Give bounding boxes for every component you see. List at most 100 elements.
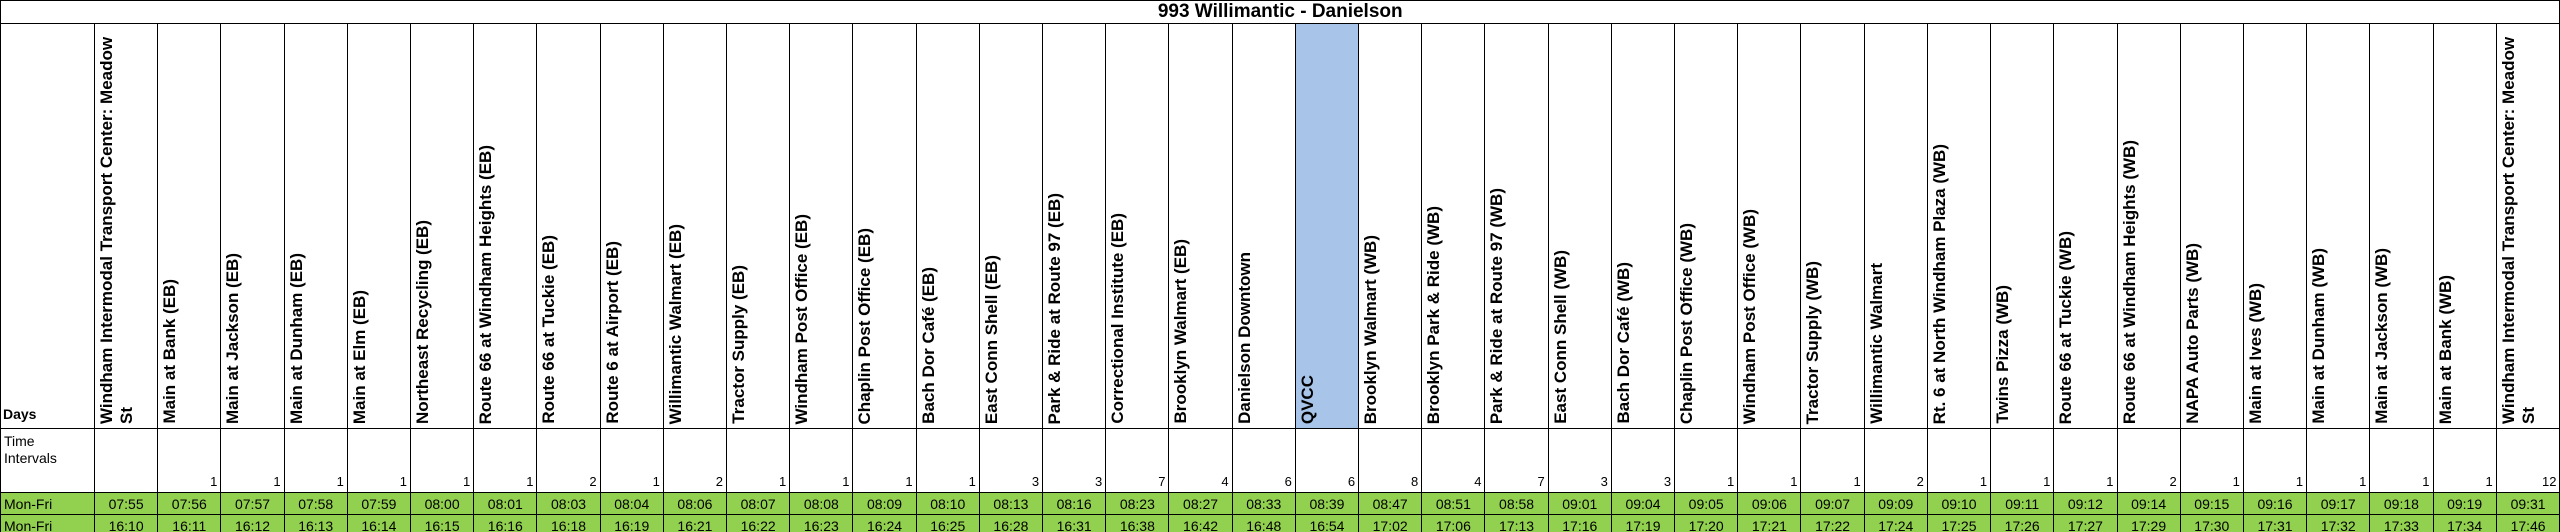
header-cell: Brooklyn Walmart (WB): [1358, 23, 1423, 429]
header-cell: Willimantic Walmart (EB): [662, 23, 728, 429]
header-text: Chaplin Post Office (EB): [855, 227, 875, 424]
header-cell: Main at Jackson (EB): [220, 23, 285, 429]
interval-cell: 1: [1926, 428, 1992, 493]
time-cell: 09:09: [1863, 492, 1928, 515]
time-cell: 16:11: [157, 514, 222, 532]
header-cell: East Conn Shell (EB): [978, 23, 1044, 429]
header-text: Main at Jackson (WB): [2372, 248, 2392, 424]
time-cell: 16:19: [599, 514, 664, 532]
header-cell: Chaplin Post Office (WB): [1674, 23, 1739, 429]
header-cell: Windham Post Office (EB): [789, 23, 854, 429]
time-cell: 09:05: [1674, 492, 1739, 515]
time-cell: 16:14: [346, 514, 412, 532]
time-row: Mon-Fri 16:10 16:11 16:12 16:13 16:14 16:15 16:…: [0, 514, 2560, 532]
time-cell: 08:23: [1105, 492, 1170, 515]
header-text: Rt. 6 at North Windham Plaza (WB): [1929, 143, 1949, 424]
interval-cell: 1: [2242, 428, 2308, 493]
header-text: Brooklyn Park & Ride (WB): [1424, 205, 1444, 424]
header-cell: Main at Ives (WB): [2242, 23, 2308, 429]
time-cell: 08:47: [1358, 492, 1423, 515]
header-text: Main at Jackson (EB): [223, 253, 243, 424]
interval-cell: 7: [1105, 428, 1170, 493]
interval-cell: 1: [2369, 428, 2434, 493]
interval-cell: 1: [1674, 428, 1739, 493]
time-cell: 16:42: [1168, 514, 1233, 532]
time-cell: 08:39: [1294, 492, 1360, 515]
interval-cell: 1: [2179, 428, 2244, 493]
time-cell: 16:24: [852, 514, 917, 532]
time-cell: 07:59: [346, 492, 412, 515]
header-cell: Tractor Supply (EB): [726, 23, 791, 429]
header-cell: Windham Intermodal Transport Center: Mea…: [93, 23, 159, 429]
time-cell: 17:20: [1674, 514, 1739, 532]
header-text: Main at Elm (EB): [349, 289, 369, 424]
time-cell: 08:58: [1484, 492, 1549, 515]
time-cell: 09:16: [2242, 492, 2308, 515]
time-cell: 09:10: [1926, 492, 1992, 515]
time-cell: 17:46: [2495, 514, 2560, 532]
interval-cell: 1: [1800, 428, 1865, 493]
time-cell: 17:30: [2179, 514, 2244, 532]
header-cell: Willimantic Walmart: [1863, 23, 1928, 429]
header-text: Bach Dor Café (WB): [1613, 262, 1633, 424]
interval-cell: 1: [346, 428, 412, 493]
time-cell: 16:12: [220, 514, 285, 532]
header-text: Brooklyn Walmart (WB): [1361, 234, 1381, 424]
header-text: QVCC: [1297, 374, 1317, 424]
header-cell: Windham Post Office (WB): [1737, 23, 1802, 429]
header-text: Willimantic Walmart (EB): [665, 223, 685, 424]
interval-cell: 1: [2306, 428, 2371, 493]
header-cell: QVCC: [1294, 23, 1360, 429]
time-cell: 16:25: [915, 514, 980, 532]
header-cell: Main at Bank (EB): [157, 23, 222, 429]
time-cell: 09:06: [1737, 492, 1802, 515]
time-cell: 08:16: [1042, 492, 1107, 515]
time-cell: 09:14: [2116, 492, 2181, 515]
header-text: Windham Post Office (EB): [792, 213, 812, 424]
header-text: Tractor Supply (EB): [729, 265, 749, 424]
header-text: Correctional Institute (EB): [1108, 213, 1128, 424]
interval-cell: 4: [1168, 428, 1233, 493]
interval-cell: 1: [410, 428, 475, 493]
header-text: Willimantic Walmart: [1866, 263, 1886, 424]
header-text: Brooklyn Walmart (EB): [1171, 239, 1191, 424]
time-cell: 07:55: [93, 492, 159, 515]
header-cell: Main at Dunham (WB): [2306, 23, 2371, 429]
interval-cell: [93, 428, 159, 493]
header-cell: Route 66 at Tuckie (WB): [2053, 23, 2118, 429]
header-cell: Brooklyn Park & Ride (WB): [1421, 23, 1486, 429]
interval-cell: 8: [1358, 428, 1423, 493]
time-cell: 09:17: [2306, 492, 2371, 515]
interval-cell: 3: [1042, 428, 1107, 493]
interval-cell: 1: [157, 428, 222, 493]
header-cell: East Conn Shell (WB): [1547, 23, 1612, 429]
time-cell: 08:33: [1231, 492, 1296, 515]
time-cell: 09:11: [1990, 492, 2055, 515]
header-text: Windham Post Office (WB): [1740, 208, 1760, 424]
time-cell: 09:07: [1800, 492, 1865, 515]
header-cell: Park & Ride at Route 97 (WB): [1484, 23, 1549, 429]
header-cell: Route 66 at Windham Heights (WB): [2116, 23, 2181, 429]
header-text: Windham Intermodal Transport Center: Mea…: [97, 36, 136, 424]
header-cell: Main at Dunham (EB): [283, 23, 348, 429]
header-cell: Bach Dor Café (EB): [915, 23, 980, 429]
time-cell: 07:57: [220, 492, 285, 515]
header-text: Park & Ride at Route 97 (EB): [1045, 192, 1065, 424]
time-cell: 16:54: [1294, 514, 1360, 532]
time-cell: 07:56: [157, 492, 222, 515]
time-cell: 17:31: [2242, 514, 2308, 532]
interval-cell: 3: [1610, 428, 1676, 493]
interval-label: Time Intervals: [0, 428, 95, 493]
time-cell: 17:34: [2432, 514, 2497, 532]
time-cell: 17:19: [1610, 514, 1676, 532]
time-cell: 17:06: [1421, 514, 1486, 532]
interval-cell: 1: [915, 428, 980, 493]
header-cell: Chaplin Post Office (EB): [852, 23, 917, 429]
interval-cell: 1: [852, 428, 917, 493]
header-cell: Route 66 at Windham Heights (EB): [473, 23, 538, 429]
interval-cell: 1: [283, 428, 348, 493]
interval-row: Time Intervals 1 1 1 1 1 1 2 1 2 1 1 1 1 3 3 7 4 6 6 8 4 7 3 3 1 1…: [0, 428, 2560, 493]
time-cell: 17:13: [1484, 514, 1549, 532]
